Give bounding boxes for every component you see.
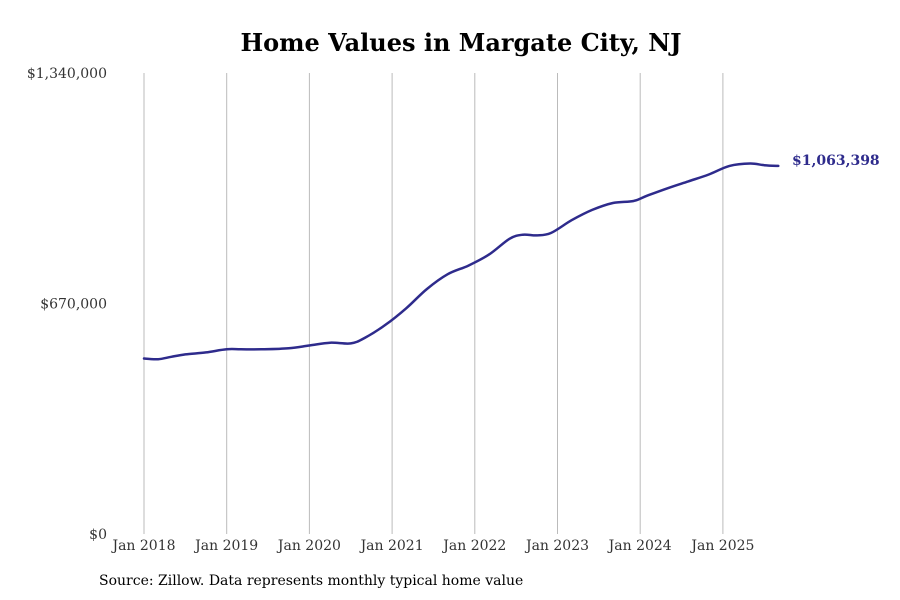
- y-axis: $0 $670,000 $1,340,000: [27, 66, 107, 543]
- x-tick-label-0: Jan 2018: [110, 538, 175, 554]
- x-tick-label-7: Jan 2025: [689, 538, 754, 554]
- series-line: [142, 162, 780, 361]
- x-tick-label-5: Jan 2023: [524, 538, 589, 554]
- chart-title: Home Values in Margate City, NJ: [240, 28, 681, 57]
- x-tick-label-2: Jan 2020: [276, 538, 341, 554]
- line-chart: Home Values in Margate City, NJ $0 $670,0…: [27, 28, 880, 554]
- x-tick-label-4: Jan 2022: [441, 538, 506, 554]
- grid-lines: [143, 73, 724, 534]
- source-note: Source: Zillow. Data represents monthly …: [99, 573, 524, 589]
- y-tick-label-0: $0: [89, 527, 107, 543]
- x-tick-label-1: Jan 2019: [193, 538, 258, 554]
- series-group: $1,063,398: [142, 153, 880, 361]
- x-tick-label-6: Jan 2024: [607, 538, 672, 554]
- x-axis: Jan 2018 Jan 2019 Jan 2020 Jan 2021 Jan 2022…: [110, 538, 754, 554]
- y-tick-label-2: $1,340,000: [27, 66, 107, 82]
- end-value-label: $1,063,398: [792, 153, 880, 169]
- y-tick-label-1: $670,000: [40, 297, 107, 313]
- x-tick-label-3: Jan 2021: [359, 538, 424, 554]
